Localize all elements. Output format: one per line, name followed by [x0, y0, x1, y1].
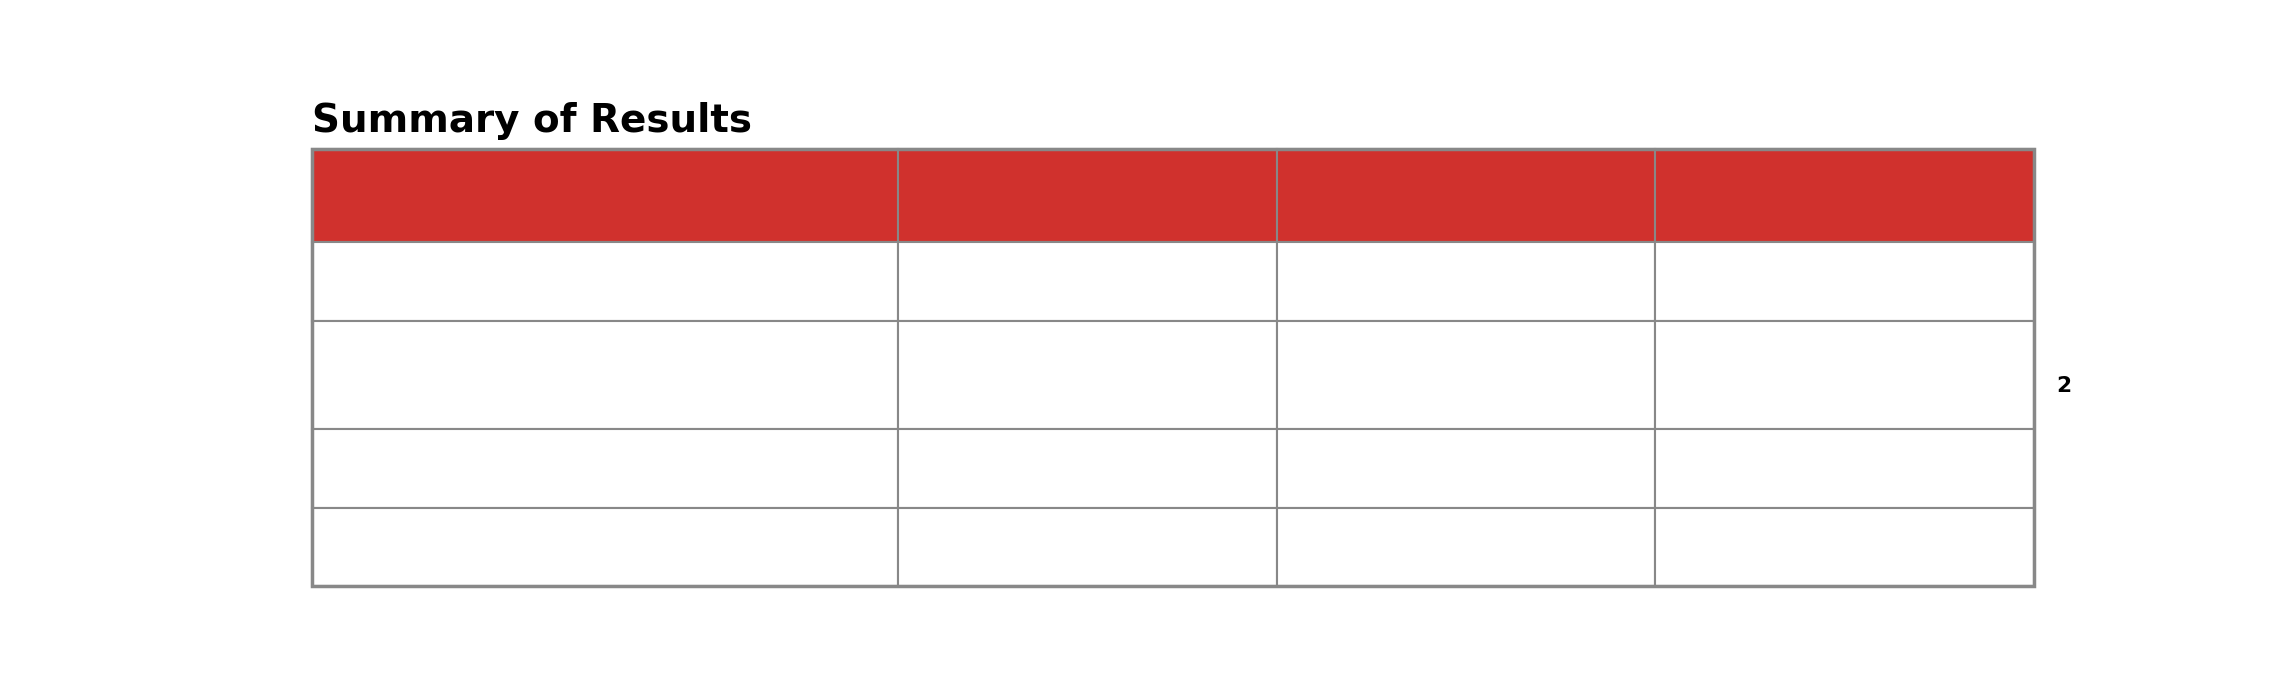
Bar — [1656, 508, 2035, 586]
Bar — [1277, 149, 1656, 242]
Bar — [898, 149, 1277, 242]
Text: 3.52: 3.52 — [1425, 530, 1505, 564]
Bar — [898, 508, 1277, 586]
Bar — [313, 149, 898, 242]
Bar — [313, 508, 898, 586]
Bar — [313, 429, 898, 508]
Text: 1HFY24: 1HFY24 — [1003, 176, 1172, 214]
Bar — [1277, 508, 1656, 586]
Text: Income: Income — [345, 382, 491, 416]
Bar — [898, 429, 1277, 508]
Bar — [1277, 242, 1656, 320]
Bar — [1277, 429, 1656, 508]
Text: 2: 2 — [2056, 376, 2072, 395]
Text: Revenue: Revenue — [345, 264, 521, 299]
Bar — [898, 320, 1277, 429]
Text: 3.48: 3.48 — [1046, 530, 1128, 564]
Text: 207,981: 207,981 — [1391, 264, 1542, 299]
Bar — [313, 242, 898, 320]
Text: 158,694: 158,694 — [1012, 358, 1163, 392]
Bar — [1656, 320, 2035, 429]
Text: 3.9: 3.9 — [1816, 264, 1873, 299]
Text: S$’000: S$’000 — [345, 176, 496, 214]
Bar — [313, 320, 898, 429]
Text: Adjusted Net Property: Adjusted Net Property — [345, 334, 802, 368]
Bar — [1656, 149, 2035, 242]
Text: 1.8: 1.8 — [1816, 358, 1873, 392]
Bar — [1277, 320, 1656, 429]
Text: Variance (%): Variance (%) — [1706, 176, 1985, 214]
Text: (0.1): (0.1) — [1802, 452, 1887, 485]
Text: Distributable Income: Distributable Income — [345, 452, 772, 485]
Text: Summary of Results: Summary of Results — [313, 102, 751, 140]
Bar — [1656, 242, 2035, 320]
Text: 130,662: 130,662 — [1012, 452, 1163, 485]
Bar — [313, 149, 2035, 586]
Bar — [1656, 429, 2035, 508]
Text: 216,026: 216,026 — [1012, 264, 1163, 299]
Text: 155,917: 155,917 — [1391, 358, 1542, 392]
Text: (1.1): (1.1) — [1802, 530, 1887, 564]
Bar — [898, 242, 1277, 320]
Text: 130,782: 130,782 — [1391, 452, 1542, 485]
Text: DPU (Singapore cents): DPU (Singapore cents) — [345, 530, 806, 564]
Text: 1HFY23: 1HFY23 — [1382, 176, 1551, 214]
